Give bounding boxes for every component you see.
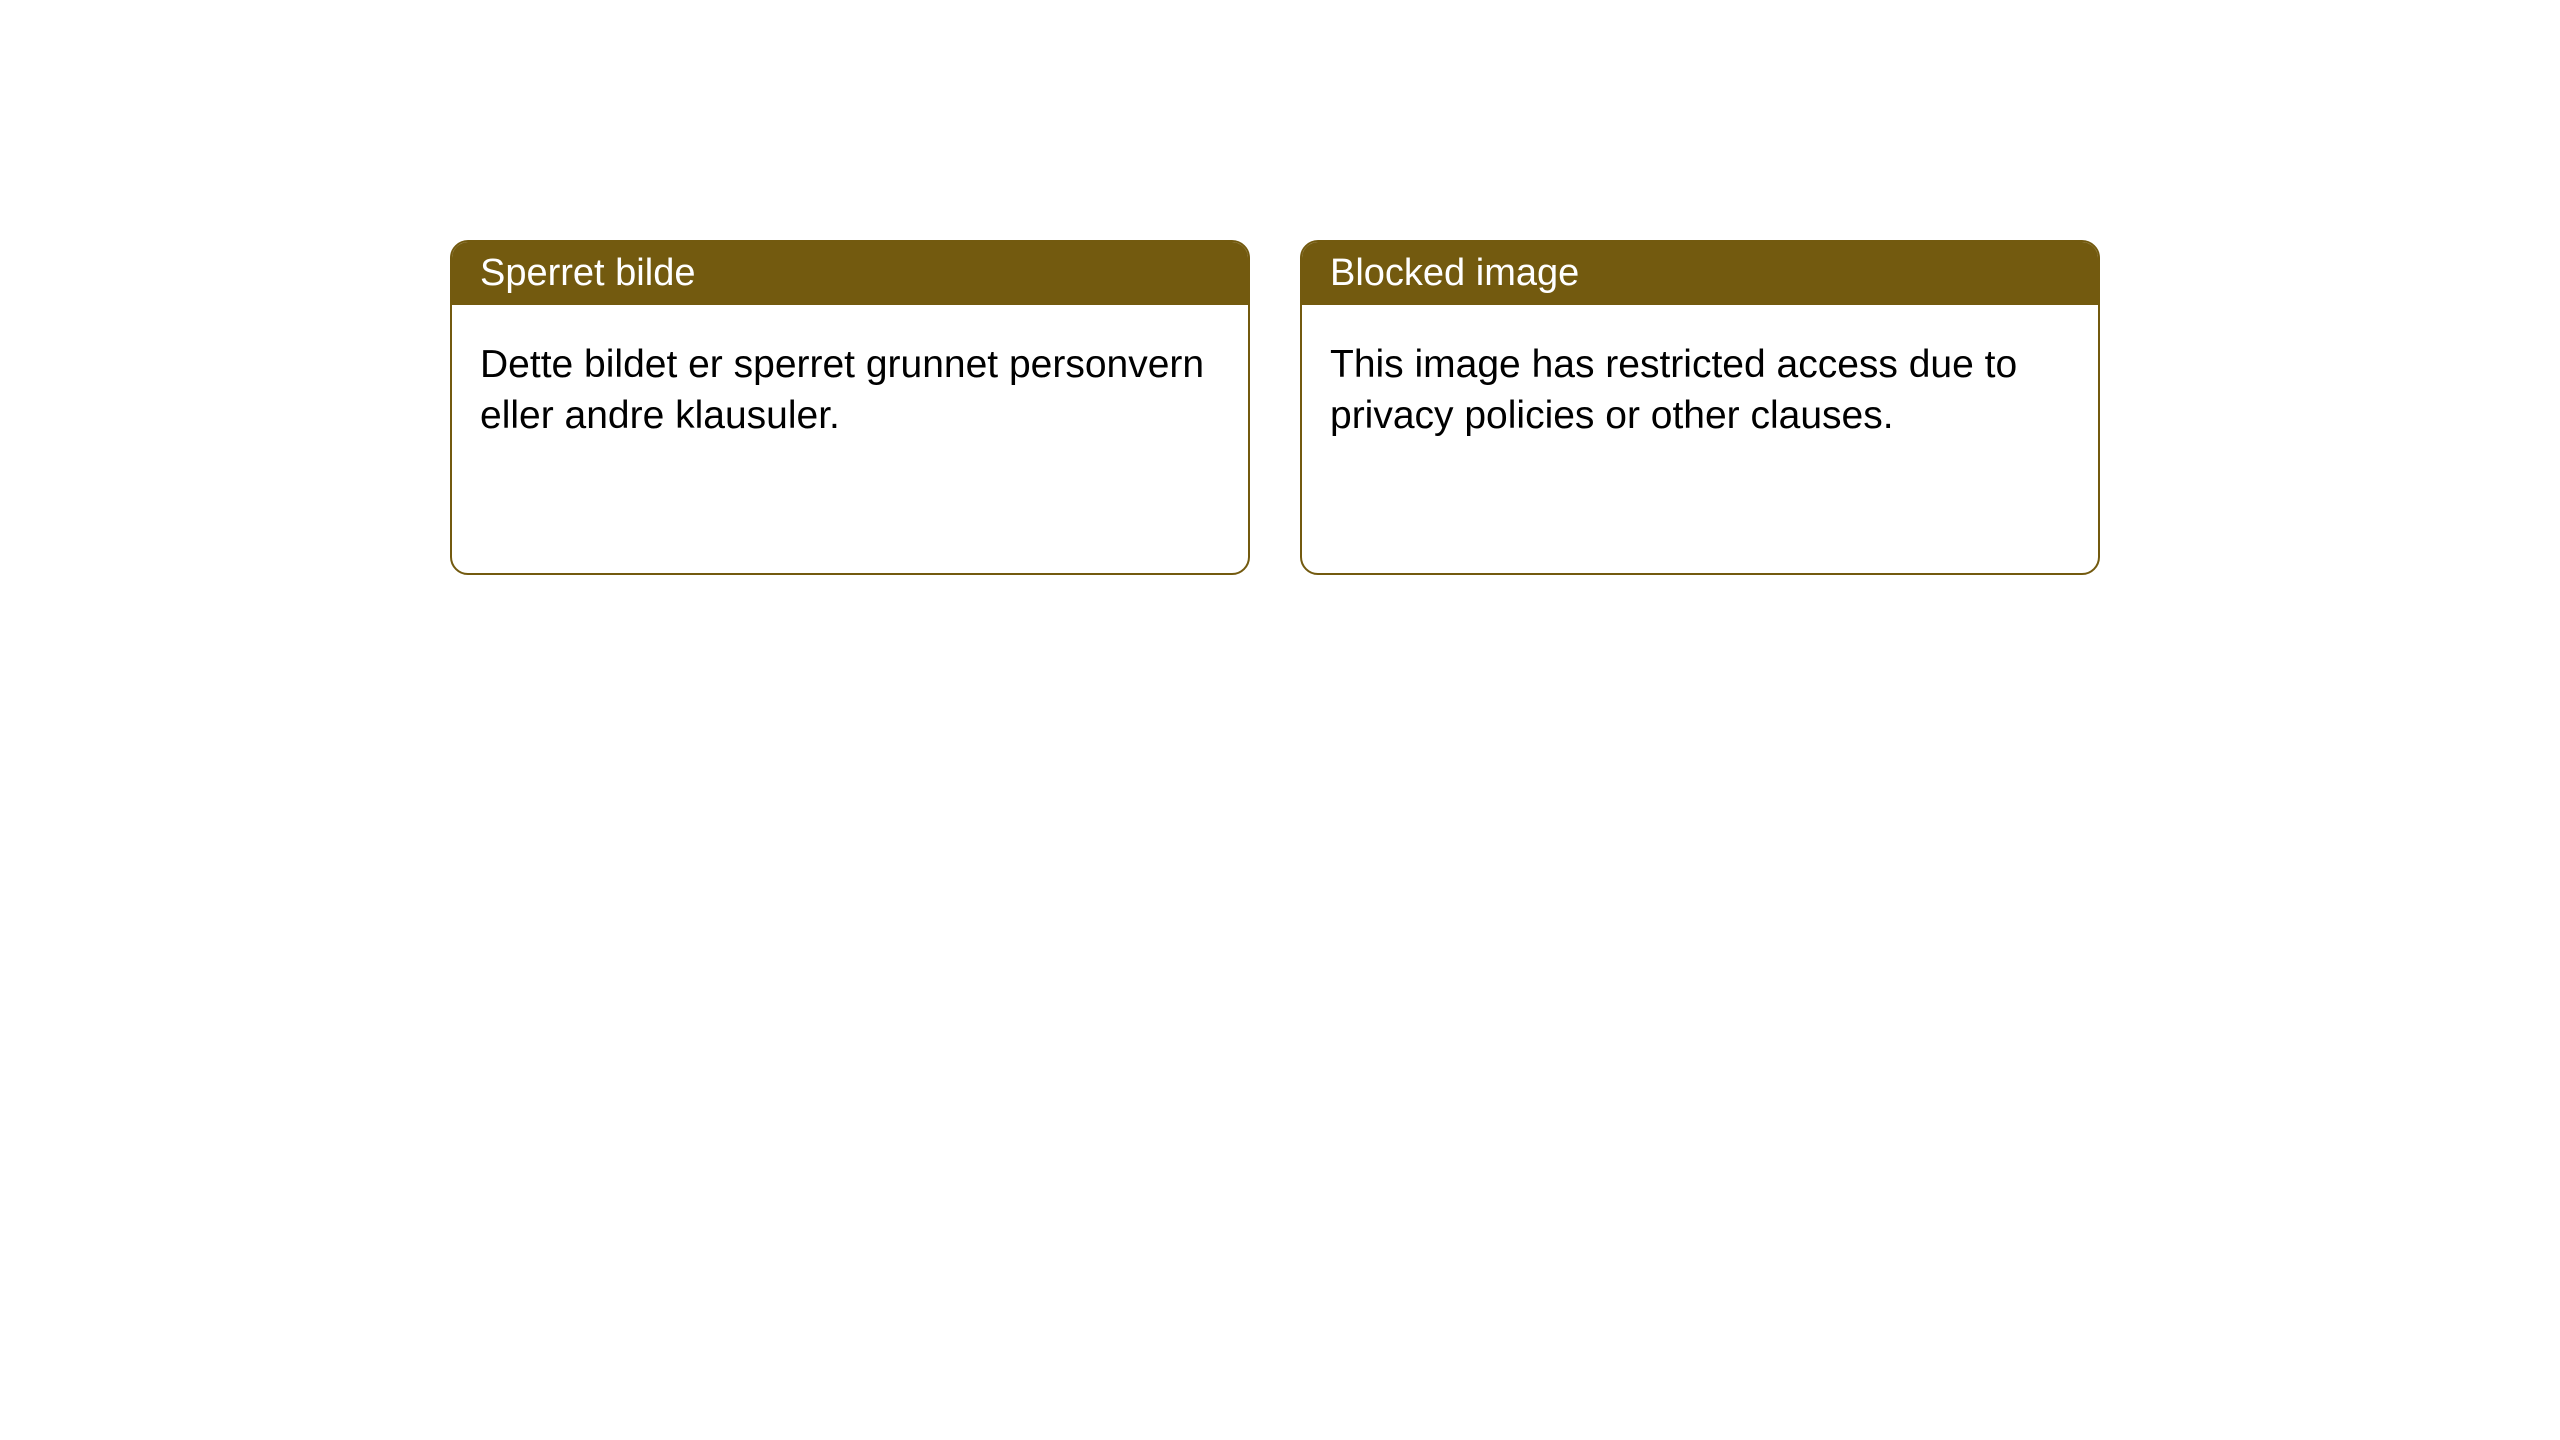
notice-container: Sperret bilde Dette bildet er sperret gr…: [0, 0, 2560, 575]
notice-body: Dette bildet er sperret grunnet personve…: [452, 305, 1248, 476]
notice-card-norwegian: Sperret bilde Dette bildet er sperret gr…: [450, 240, 1250, 575]
notice-header: Blocked image: [1302, 242, 2098, 305]
notice-body: This image has restricted access due to …: [1302, 305, 2098, 476]
notice-card-english: Blocked image This image has restricted …: [1300, 240, 2100, 575]
notice-header: Sperret bilde: [452, 242, 1248, 305]
